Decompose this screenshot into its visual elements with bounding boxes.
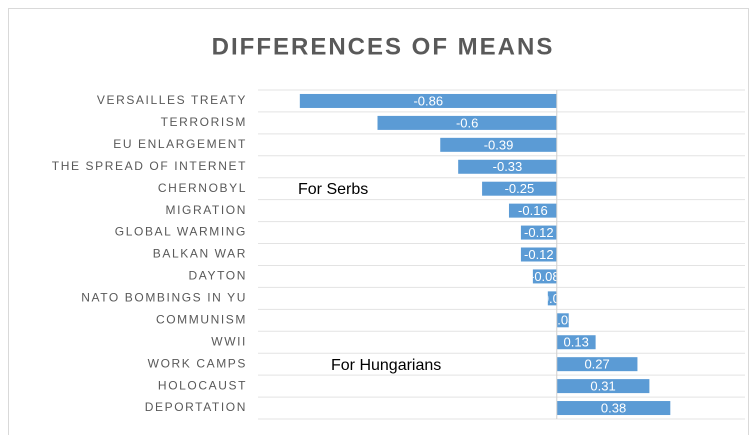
y-tick-label: WORK CAMPS [148, 356, 247, 370]
annotation: For Serbs [298, 181, 368, 198]
bar [458, 159, 557, 174]
y-tick-label: HOLOCAUST [158, 378, 247, 392]
y-tick-label: THE SPREAD OF INTERNET [52, 159, 247, 173]
y-tick-label: MIGRATION [165, 203, 247, 217]
bar [556, 379, 650, 394]
annotation: For Hungarians [331, 357, 441, 374]
bar [520, 225, 557, 240]
bar [299, 93, 557, 108]
value-label: -0.16 [518, 203, 548, 218]
bar [520, 247, 557, 262]
value-label: -0.6 [456, 115, 478, 130]
bar [482, 181, 557, 196]
y-tick-label: VERSAILLES TREATY [97, 93, 247, 107]
value-label: 0.38 [601, 400, 626, 415]
value-label: -0.12 [524, 247, 554, 262]
value-label: -0.03 [537, 291, 567, 306]
y-tick-label: NATO BOMBINGS IN YU [81, 291, 247, 305]
value-label: 0.27 [584, 357, 609, 372]
chart-title: DIFFERENCES OF MEANS [212, 33, 555, 60]
y-tick-label: DAYTON [189, 269, 248, 283]
bar [556, 313, 569, 328]
y-tick-label: WWII [211, 334, 247, 348]
y-tick-label: CHERNOBYL [158, 181, 247, 195]
bar [532, 269, 557, 284]
y-tick-label: TERRORISM [161, 115, 247, 129]
value-label: -0.12 [524, 225, 554, 240]
y-tick-label: EU ENLARGEMENT [113, 137, 247, 151]
y-tick-label: BALKAN WAR [153, 247, 247, 261]
value-label: -0.25 [505, 181, 535, 196]
y-tick-label: DEPORTATION [145, 400, 247, 414]
bar [440, 137, 557, 152]
value-label: -0.33 [493, 159, 523, 174]
bar [556, 357, 638, 372]
y-tick-label: GLOBAL WARMING [115, 225, 247, 239]
value-label: -0.08 [530, 269, 560, 284]
y-tick-label: COMMUNISM [156, 312, 247, 326]
bar [508, 203, 557, 218]
bar [547, 291, 557, 306]
value-label: 0.13 [564, 335, 589, 350]
bar [377, 115, 557, 130]
value-label: -0.39 [484, 137, 514, 152]
value-label: 0.04 [550, 313, 575, 328]
value-label: -0.86 [413, 93, 443, 108]
bar [556, 335, 596, 350]
value-label: 0.31 [590, 379, 615, 394]
bar [556, 401, 671, 416]
